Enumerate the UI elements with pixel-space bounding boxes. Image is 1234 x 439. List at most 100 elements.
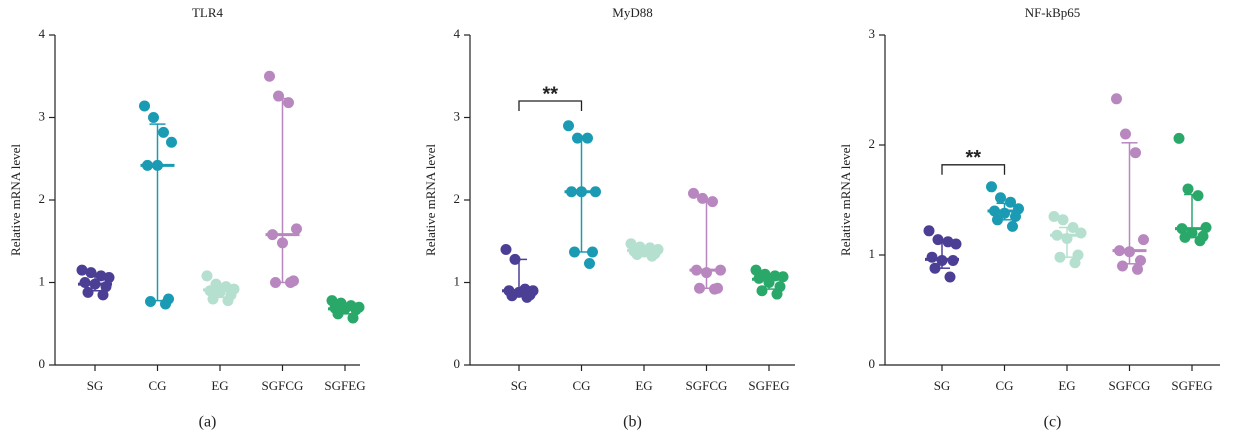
y-axis-label: Relative mRNA level [838,144,853,256]
chart-title: TLR4 [192,5,224,20]
data-point [82,286,94,298]
x-tick-label: SGFCG [262,378,304,393]
data-point [1120,128,1131,140]
data-point [1179,231,1191,243]
significance-bracket [518,100,583,111]
data-point [582,132,593,144]
y-axis-label: Relative mRNA level [8,144,23,256]
x-tick-label: CG [148,378,166,393]
caption: (b) [623,414,642,431]
data-point [103,272,115,284]
data-point [1057,214,1069,226]
data-point [506,290,518,302]
data-point [992,214,1003,226]
data-point [709,283,720,295]
data-point [500,244,512,255]
x-tick-label: SG [934,378,951,393]
data-point [1182,183,1194,195]
y-tick-label: 2 [454,191,461,206]
data-point [1130,147,1141,159]
data-point [291,223,302,235]
data-point [694,282,705,294]
data-point [1069,257,1081,269]
significance-label: ** [542,83,558,105]
data-point [950,238,962,250]
data-point [166,136,177,148]
data-point [1117,260,1128,272]
data-point [1194,235,1206,247]
y-tick-label: 0 [869,356,876,371]
x-tick-label: EG [635,378,652,393]
data-point [148,112,159,123]
data-point [264,70,275,82]
y-tick-label: 0 [39,356,46,371]
x-tick-label: SG [87,378,104,393]
x-tick-label: SG [511,378,528,393]
data-point [1111,93,1122,105]
y-tick-label: 3 [454,108,461,123]
data-point [771,288,783,300]
data-point [926,251,938,263]
data-point [986,181,997,193]
data-point [707,196,718,208]
data-point [270,277,281,288]
y-tick-label: 4 [39,26,46,41]
x-tick-label: EG [211,378,228,393]
significance-bracket [941,164,1006,175]
x-tick-label: SGFEG [1171,378,1212,393]
data-point [1132,263,1143,275]
data-point [1007,220,1018,232]
x-tick-label: CG [995,378,1013,393]
data-point [697,192,708,204]
data-point [923,225,935,237]
data-point [563,120,574,132]
data-point [944,271,956,283]
data-point [1067,222,1079,233]
data-point [584,258,595,270]
data-point [932,234,944,246]
caption: (c) [1044,414,1062,431]
x-tick-label: SGFCG [1109,378,1151,393]
data-point [756,285,768,297]
data-point [509,253,521,265]
y-axis-label: Relative mRNA level [423,144,438,256]
data-point [1138,234,1149,246]
caption: (a) [199,414,217,431]
data-point [1075,227,1087,239]
data-point [158,126,169,138]
data-point [1010,211,1021,222]
y-tick-label: 0 [454,356,461,371]
data-point [347,312,359,324]
chart-title: NF-kBp65 [1025,5,1081,20]
data-point [85,267,97,279]
data-point [1005,196,1016,208]
data-point [750,264,762,276]
y-tick-label: 2 [39,191,46,206]
data-point [139,100,150,112]
data-point [688,187,699,199]
data-point [285,277,296,288]
x-tick-label: EG [1058,378,1075,393]
data-point [283,97,294,109]
data-point [76,264,88,276]
data-point [207,293,219,305]
data-point [646,250,658,262]
x-tick-label: SGFEG [324,378,365,393]
data-point [332,308,344,320]
data-point [1054,251,1066,263]
data-point [572,132,583,144]
y-tick-label: 3 [869,26,876,41]
y-tick-label: 1 [454,273,461,288]
data-point [160,298,171,310]
y-tick-label: 1 [869,246,876,261]
data-point [79,277,91,288]
data-point [929,262,941,274]
x-tick-label: SGFCG [686,378,728,393]
data-point [277,237,288,249]
data-point [587,246,598,258]
data-point [145,295,156,307]
y-tick-label: 3 [39,108,46,123]
y-tick-label: 4 [454,26,461,41]
data-point [97,289,109,301]
y-tick-label: 2 [869,136,876,151]
